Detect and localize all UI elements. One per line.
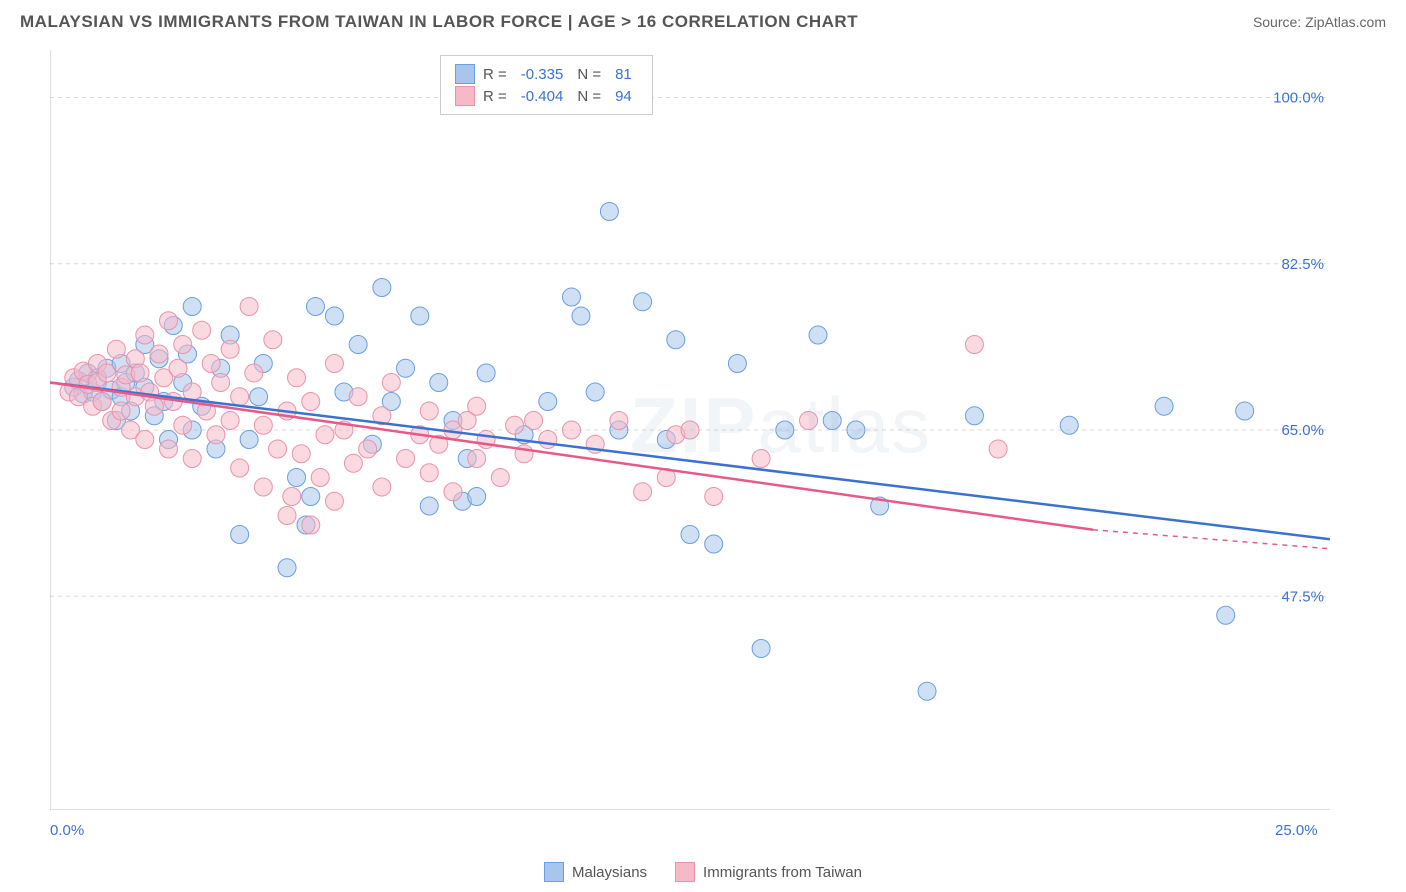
correlation-stats-box: R = -0.335 N = 81 R = -0.404 N = 94 xyxy=(440,55,653,115)
svg-text:65.0%: 65.0% xyxy=(1281,422,1324,439)
stat-r-label: R = xyxy=(483,66,507,83)
bottom-legend: Malaysians Immigrants from Taiwan xyxy=(0,862,1406,882)
legend-swatch-1 xyxy=(544,862,564,882)
legend-label-1: Malaysians xyxy=(572,864,647,881)
stat-r-value: -0.335 xyxy=(521,66,564,83)
stat-row: R = -0.404 N = 94 xyxy=(455,86,638,106)
stat-r-label: R = xyxy=(483,88,507,105)
scatter-chart: 47.5% 65.0% 82.5% 100.0% xyxy=(50,50,1330,810)
stat-swatch xyxy=(455,86,475,106)
stat-n-value: 81 xyxy=(615,66,632,83)
y-axis-corner-label: 25.0% xyxy=(1275,822,1318,839)
stat-n-label: N = xyxy=(577,66,601,83)
legend-label-2: Immigrants from Taiwan xyxy=(703,864,862,881)
stat-r-value: -0.404 xyxy=(521,88,564,105)
svg-text:47.5%: 47.5% xyxy=(1281,588,1324,605)
legend-swatch-2 xyxy=(675,862,695,882)
chart-title: MALAYSIAN VS IMMIGRANTS FROM TAIWAN IN L… xyxy=(20,12,858,32)
stat-swatch xyxy=(455,64,475,84)
stat-n-value: 94 xyxy=(615,88,632,105)
x-axis-origin-label: 0.0% xyxy=(50,822,84,839)
chart-source: Source: ZipAtlas.com xyxy=(1253,14,1386,30)
stat-row: R = -0.335 N = 81 xyxy=(455,64,638,84)
svg-text:100.0%: 100.0% xyxy=(1273,90,1324,107)
legend-item-1: Malaysians xyxy=(544,862,647,882)
legend-item-2: Immigrants from Taiwan xyxy=(675,862,862,882)
stat-n-label: N = xyxy=(577,88,601,105)
chart-header: MALAYSIAN VS IMMIGRANTS FROM TAIWAN IN L… xyxy=(0,0,1406,40)
chart-container: 47.5% 65.0% 82.5% 100.0% xyxy=(50,50,1386,842)
svg-text:82.5%: 82.5% xyxy=(1281,256,1324,273)
